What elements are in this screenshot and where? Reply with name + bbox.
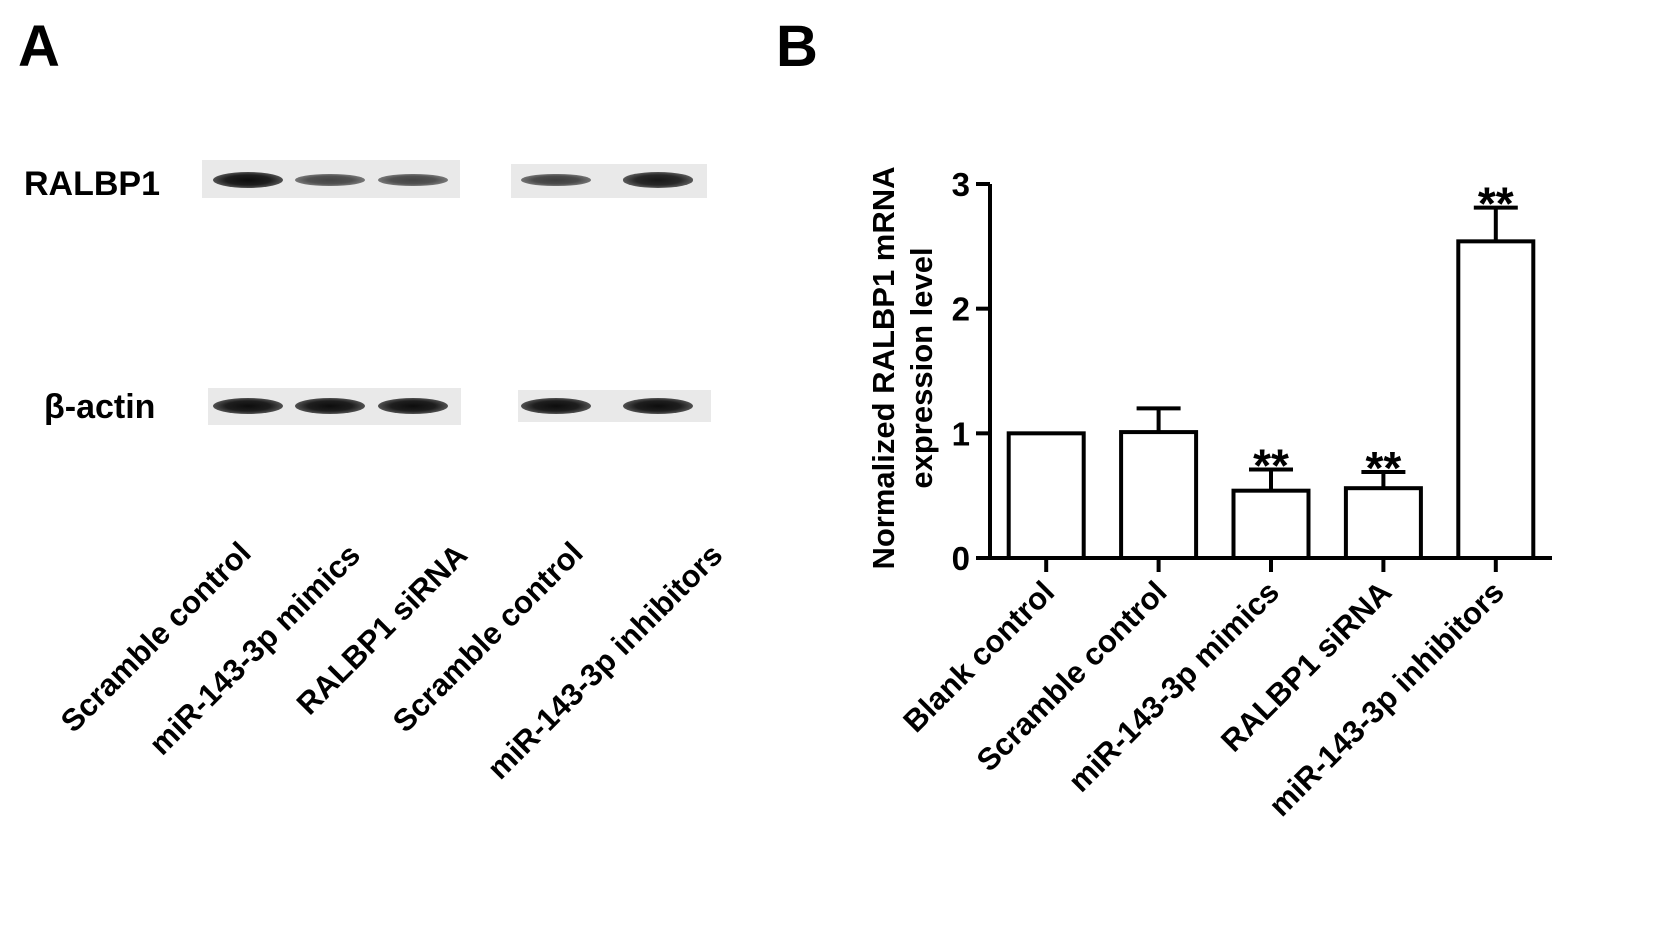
x-tick-label: miR-143-3p inhibitors (1262, 574, 1511, 823)
panel-b-letter: B (776, 14, 818, 79)
gel-band-ralbp1-2 (295, 173, 365, 187)
gel-band-ralbp1-5 (623, 172, 693, 188)
gel-band-actin-3 (378, 398, 448, 414)
bar (1006, 431, 1086, 561)
gel-band-ralbp1-4 (521, 173, 591, 187)
y-axis-label: Normalized RALBP1 mRNA expression level (866, 166, 939, 569)
significance-label: ** (1365, 442, 1401, 494)
significance-label: ** (1253, 439, 1289, 491)
y-tick-label: 0 (952, 540, 970, 577)
bar (1456, 239, 1536, 560)
gel-band-actin-1 (213, 398, 283, 414)
y-tick-label: 1 (952, 415, 970, 452)
beta-actin-row-label: β-actin (44, 388, 156, 426)
y-tick-label: 3 (952, 166, 970, 203)
significance-label: ** (1478, 178, 1514, 230)
gel-band-ralbp1-1 (213, 172, 283, 188)
gel-band-actin-5 (623, 398, 693, 414)
y-axis-label-line2: expression level (904, 247, 939, 488)
ralbp1-row-label: RALBP1 (24, 165, 161, 203)
panel-a-letter: A (18, 14, 60, 79)
gel-band-actin-2 (295, 398, 365, 414)
bar (1231, 488, 1311, 560)
gel-band-actin-4 (521, 398, 591, 414)
x-tick-label: Scramble control (970, 574, 1174, 778)
bar (1343, 486, 1423, 561)
bars: ** ** ** (1006, 178, 1536, 561)
gel-band-ralbp1-3 (378, 173, 448, 187)
bar (1119, 430, 1199, 560)
y-tick-label: 2 (952, 291, 970, 328)
y-axis-label-line1: Normalized RALBP1 mRNA (866, 166, 901, 569)
x-tick-label: miR-143-3p mimics (1061, 574, 1286, 799)
y-axis: 0 1 2 3 (952, 166, 992, 577)
